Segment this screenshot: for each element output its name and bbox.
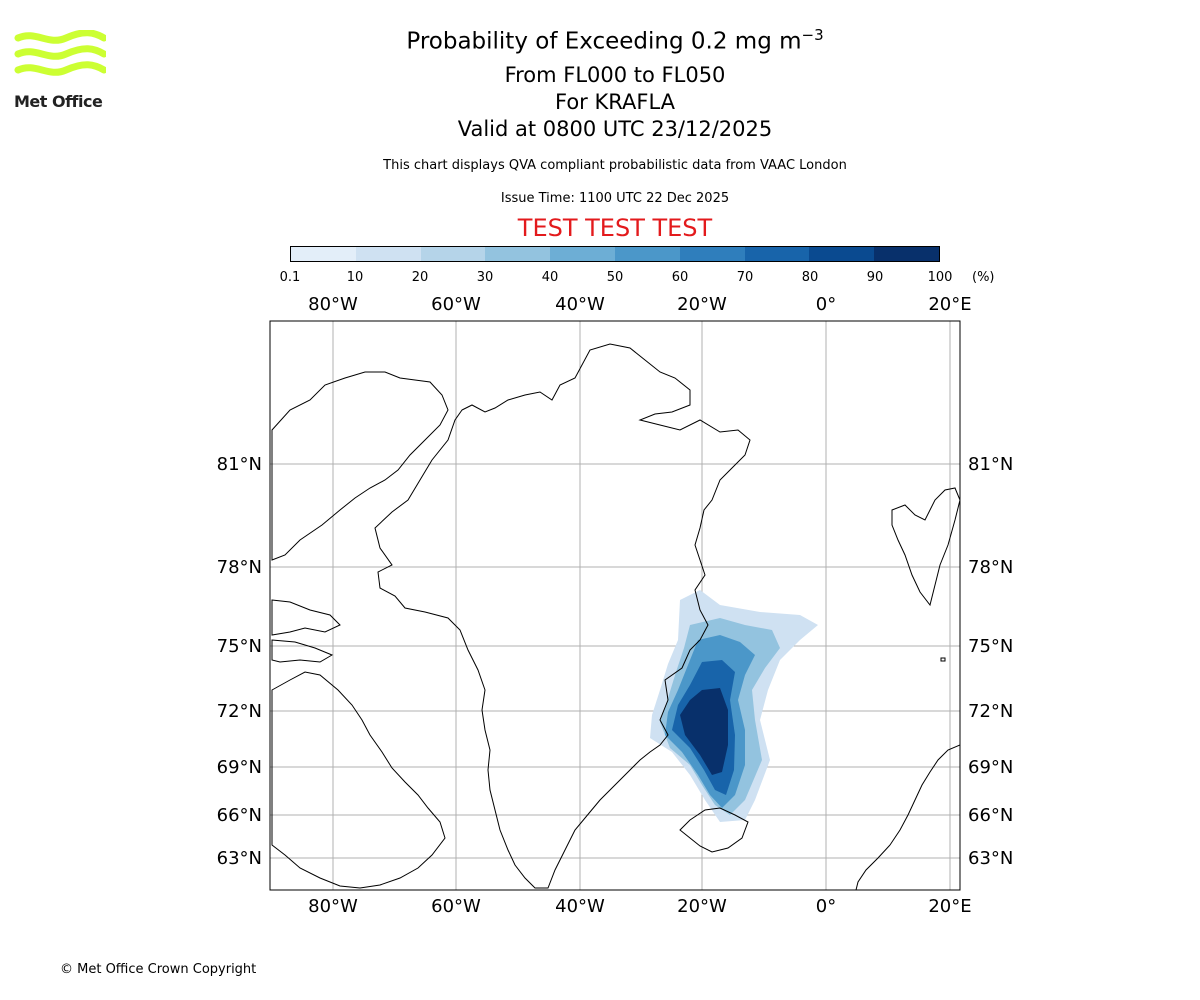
test-banner: TEST TEST TEST — [517, 214, 713, 242]
latitude-label: 78°N — [968, 557, 1013, 578]
latitude-label: 72°N — [217, 701, 262, 722]
longitude-label: 20°E — [928, 896, 971, 917]
colorbar-swatch — [614, 247, 680, 261]
longitude-label: 40°W — [555, 896, 605, 917]
latitude-label: 66°N — [968, 805, 1013, 826]
chart-note: This chart displays QVA compliant probab… — [383, 158, 847, 173]
latitude-label: 63°N — [217, 848, 262, 869]
colorbar-tick-label: 40 — [541, 270, 559, 285]
baffin-coast — [271, 671, 446, 889]
arctic-island-north — [271, 599, 341, 636]
flight-levels: From FL000 to FL050 — [504, 63, 726, 87]
colorbar-tick-label: 10 — [346, 270, 364, 285]
longitude-label: 20°W — [677, 896, 727, 917]
arctic-island-south — [271, 639, 334, 663]
longitude-label: 80°W — [308, 896, 358, 917]
colorbar-swatch — [355, 247, 421, 261]
colorbar-tick-label: 30 — [476, 270, 494, 285]
longitude-label: 20°W — [677, 294, 727, 315]
met-office-logo — [14, 30, 106, 76]
iceland-coast — [679, 807, 749, 853]
latitude-label: 66°N — [217, 805, 262, 826]
scandinavia-coast — [855, 744, 960, 890]
longitude-label: 20°E — [928, 294, 971, 315]
latitude-label: 69°N — [968, 757, 1013, 778]
bear-island — [940, 657, 946, 662]
longitude-label: 80°W — [308, 294, 358, 315]
colorbar-tick-label: 70 — [736, 270, 754, 285]
latitude-label: 81°N — [217, 454, 262, 475]
colorbar-swatch — [291, 247, 356, 261]
latitude-label: 63°N — [968, 848, 1013, 869]
colorbar-tick-label: 80 — [801, 270, 819, 285]
issue-time: Issue Time: 1100 UTC 22 Dec 2025 — [500, 191, 730, 206]
latitude-label: 69°N — [217, 757, 262, 778]
colorbar-swatch — [874, 247, 939, 261]
colorbar-swatch — [420, 247, 486, 261]
latitude-label: 75°N — [968, 636, 1013, 657]
colorbar-tick-label: 90 — [866, 270, 884, 285]
longitude-label: 0° — [816, 896, 836, 917]
longitude-label: 0° — [816, 294, 836, 315]
colorbar-swatch — [809, 247, 875, 261]
map-frame — [269, 320, 961, 891]
colorbar-tick-label: 100 — [927, 270, 953, 285]
colorbar-unit: (%) — [972, 270, 995, 285]
latitude-label: 78°N — [217, 557, 262, 578]
plume-prob-90 — [680, 688, 728, 775]
colorbar-tick-label: 50 — [606, 270, 624, 285]
colorbar-tick-label: 20 — [411, 270, 429, 285]
volcano-name: For KRAFLA — [555, 90, 675, 114]
valid-time: Valid at 0800 UTC 23/12/2025 — [457, 117, 773, 141]
chart-title: Probability of Exceeding 0.2 mg m−3 — [406, 26, 824, 55]
svalbard-coast — [891, 487, 960, 607]
copyright: © Met Office Crown Copyright — [60, 962, 257, 977]
latitude-label: 75°N — [217, 636, 262, 657]
greenland-coast — [374, 343, 751, 889]
longitude-label: 60°W — [431, 294, 481, 315]
longitude-label: 60°W — [431, 896, 481, 917]
colorbar — [290, 246, 940, 262]
colorbar-swatch — [679, 247, 745, 261]
colorbar-swatch — [744, 247, 810, 261]
colorbar-tick-label: 60 — [671, 270, 689, 285]
colorbar-tick-label: 0.1 — [279, 270, 301, 285]
colorbar-swatch — [550, 247, 615, 261]
colorbar-swatch — [485, 247, 551, 261]
latitude-label: 72°N — [968, 701, 1013, 722]
latitude-label: 81°N — [968, 454, 1013, 475]
met-office-wordmark: Met Office — [14, 92, 103, 111]
longitude-label: 40°W — [555, 294, 605, 315]
ellesmere-coast — [271, 371, 449, 561]
